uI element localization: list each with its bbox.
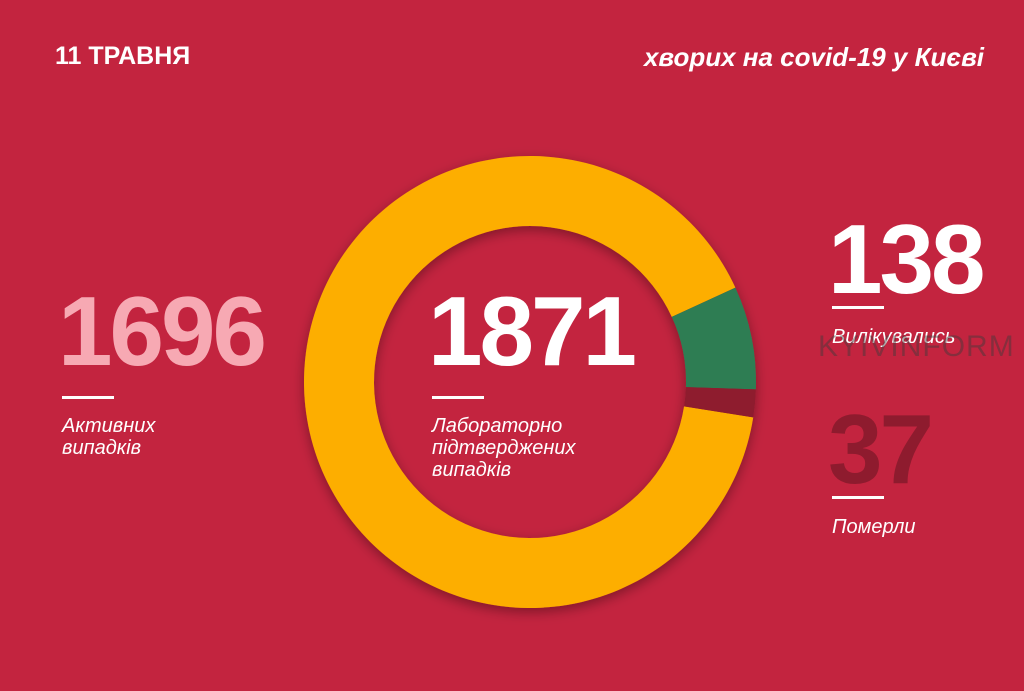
value-label: 138 xyxy=(828,204,986,314)
total-label: Лабораторно підтверджених випадків xyxy=(432,415,576,481)
rule xyxy=(832,306,884,309)
chart-title: хворих на covid-19 у Києві xyxy=(643,42,984,72)
total-value: 1871 xyxy=(428,276,637,386)
value-label: 37 xyxy=(828,394,934,504)
watermark: KYIVINFORM xyxy=(818,330,1015,363)
rule xyxy=(432,396,484,399)
ring xyxy=(303,156,756,609)
rule xyxy=(832,496,884,499)
value-label: 1696 xyxy=(58,276,267,386)
category-label: Померли xyxy=(832,516,916,538)
category-label: Активних випадків xyxy=(62,415,156,459)
date: 11 ТРАВНЯ xyxy=(55,42,191,70)
category-label: Вилікувались xyxy=(832,326,956,348)
donut-segment xyxy=(303,156,754,609)
rule xyxy=(62,396,114,399)
donut-segment xyxy=(684,387,756,418)
donut-segment xyxy=(671,287,756,390)
